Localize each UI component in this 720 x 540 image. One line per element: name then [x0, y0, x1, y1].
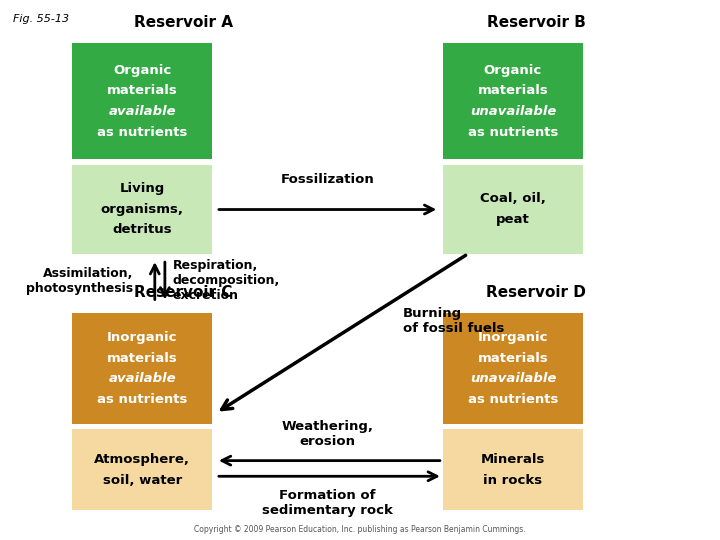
Text: organisms,: organisms, — [101, 202, 184, 216]
Text: detritus: detritus — [112, 223, 172, 237]
Text: soil, water: soil, water — [102, 474, 182, 487]
Text: Assimilation,
photosynthesis: Assimilation, photosynthesis — [26, 267, 133, 295]
Text: Inorganic: Inorganic — [478, 331, 548, 345]
Text: Burning
of fossil fuels: Burning of fossil fuels — [403, 307, 505, 335]
Text: Fig. 55-13: Fig. 55-13 — [13, 14, 69, 24]
Text: Reservoir B: Reservoir B — [487, 15, 586, 30]
Text: Organic: Organic — [113, 64, 171, 77]
Text: Reservoir A: Reservoir A — [134, 15, 233, 30]
Text: Coal, oil,: Coal, oil, — [480, 192, 546, 206]
Text: materials: materials — [107, 84, 178, 98]
Text: Inorganic: Inorganic — [107, 331, 177, 345]
FancyBboxPatch shape — [72, 43, 212, 159]
Text: materials: materials — [477, 352, 549, 365]
FancyBboxPatch shape — [443, 313, 583, 424]
Text: Respiration,
decomposition,
excretion: Respiration, decomposition, excretion — [173, 259, 280, 302]
FancyBboxPatch shape — [72, 165, 212, 254]
Text: as nutrients: as nutrients — [97, 393, 187, 406]
Text: Minerals: Minerals — [481, 453, 545, 466]
FancyBboxPatch shape — [72, 313, 212, 424]
FancyBboxPatch shape — [443, 165, 583, 254]
Text: available: available — [109, 105, 176, 118]
Text: Fossilization: Fossilization — [281, 173, 374, 186]
Text: as nutrients: as nutrients — [97, 125, 187, 139]
Text: unavailable: unavailable — [470, 105, 556, 118]
Text: in rocks: in rocks — [483, 474, 543, 487]
Text: materials: materials — [107, 352, 178, 365]
Text: Reservoir C: Reservoir C — [135, 285, 233, 300]
Text: Living: Living — [120, 182, 165, 195]
Text: as nutrients: as nutrients — [468, 393, 558, 406]
Text: Weathering,
erosion: Weathering, erosion — [282, 420, 374, 448]
FancyBboxPatch shape — [72, 429, 212, 510]
FancyBboxPatch shape — [443, 429, 583, 510]
Text: Organic: Organic — [484, 64, 542, 77]
Text: Atmosphere,: Atmosphere, — [94, 453, 190, 466]
Text: as nutrients: as nutrients — [468, 125, 558, 139]
Text: Copyright © 2009 Pearson Education, Inc. publishing as Pearson Benjamin Cummings: Copyright © 2009 Pearson Education, Inc.… — [194, 524, 526, 534]
Text: unavailable: unavailable — [470, 372, 556, 386]
Text: available: available — [109, 372, 176, 386]
Text: Formation of
sedimentary rock: Formation of sedimentary rock — [262, 489, 393, 517]
Text: peat: peat — [496, 213, 530, 226]
FancyBboxPatch shape — [443, 43, 583, 159]
Text: materials: materials — [477, 84, 549, 98]
Text: Reservoir D: Reservoir D — [487, 285, 586, 300]
